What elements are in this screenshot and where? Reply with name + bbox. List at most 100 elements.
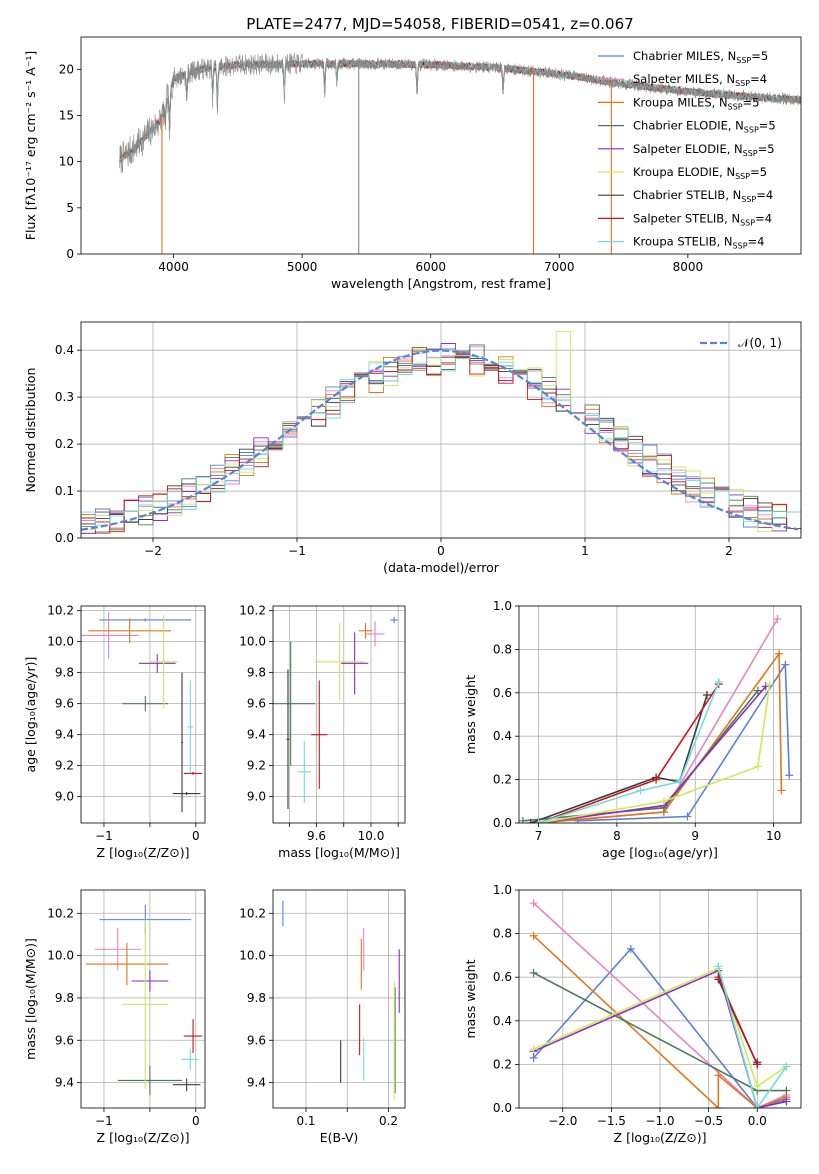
x-tick-label: 0.2 bbox=[379, 1114, 398, 1128]
data-spectrum-line bbox=[119, 52, 801, 174]
y-tick-label: 0 bbox=[66, 247, 74, 261]
series-line-chabrier-stelib bbox=[530, 694, 708, 823]
x-tick-label: 0.1 bbox=[296, 1114, 315, 1128]
y-tick-label: 0.8 bbox=[493, 642, 512, 656]
plot-area bbox=[119, 52, 801, 254]
x-axis-label: Z [log₁₀(Z/Z⊙)] bbox=[614, 1130, 707, 1145]
point-marker-chabrier-stelib bbox=[703, 690, 711, 699]
legend-rest: =4 bbox=[750, 72, 767, 86]
point-marker-kroupa-miles bbox=[714, 1071, 723, 1080]
y-axis-label: age [log₁₀(age/yr)] bbox=[23, 657, 38, 773]
point-marker-salpeter-elodie bbox=[782, 1097, 791, 1106]
y-axis-label: Normed distribution bbox=[23, 368, 38, 493]
x-tick-label: 5000 bbox=[287, 260, 318, 274]
y-tick-label: 10.2 bbox=[47, 906, 74, 920]
point-marker-kroupa-elodie bbox=[753, 762, 762, 771]
x-tick-label: 0.0 bbox=[748, 1114, 767, 1128]
y-tick-label: 10.0 bbox=[47, 949, 74, 963]
point-marker-kroupa-elodie bbox=[659, 797, 668, 806]
y-tick-label: 9.4 bbox=[55, 728, 74, 742]
x-tick-label: 0 bbox=[192, 829, 200, 843]
series-line-kroupa-stelib bbox=[538, 681, 720, 823]
y-tick-label: 9.2 bbox=[247, 759, 266, 773]
point-marker-kroupa-stelib bbox=[753, 1104, 762, 1108]
y-tick-label: 9.8 bbox=[55, 991, 74, 1005]
axis-frame bbox=[80, 605, 206, 824]
legend-subscript: SSP bbox=[736, 56, 751, 65]
axes: −1 0 9.4 9.6 9.8 10.0 10.2 Z [log₁₀(Z/Z⊙)] mass … bbox=[23, 889, 206, 1145]
y-tick-label: 9.6 bbox=[55, 1033, 74, 1047]
y-tick-label: 10.0 bbox=[239, 635, 266, 649]
axis-frame bbox=[80, 889, 206, 1109]
legend-label-chabrier-stelib: Chabrier STELIB, NSSP=4 bbox=[633, 188, 773, 204]
point-marker-salpeter-stelib bbox=[652, 775, 661, 784]
point-marker-kroupa-stelib bbox=[675, 777, 684, 786]
x-tick-label: 9.6 bbox=[307, 829, 326, 843]
axis-frame bbox=[272, 605, 406, 824]
chart-spectrum: 4000 5000 6000 7000 8000 0 5 10 15 20 wavelength [… bbox=[23, 36, 802, 291]
plot-area bbox=[273, 616, 399, 810]
plot-area bbox=[81, 330, 801, 534]
axes: 0.1 0.2 9.4 9.6 9.8 10.0 10.2 E(B-V) bbox=[239, 889, 406, 1145]
x-tick-label: 9 bbox=[691, 829, 699, 843]
axis-frame bbox=[518, 605, 802, 824]
y-axis-label: mass weight bbox=[463, 675, 478, 754]
series-line-kroupa-elodie bbox=[538, 683, 771, 823]
legend-rest: =5 bbox=[758, 142, 775, 156]
axis-frame bbox=[272, 889, 406, 1109]
x-axis-label: wavelength [Angstrom, rest frame] bbox=[331, 276, 551, 291]
y-tick-label: 0.4 bbox=[493, 729, 512, 743]
point-marker-salpeter-stelib bbox=[753, 1060, 762, 1069]
y-tick-label: 0.4 bbox=[493, 1014, 512, 1028]
legend-label-salpeter-stelib: Salpeter STELIB, NSSP=4 bbox=[633, 211, 772, 227]
series-line-salpeter-elodie bbox=[538, 685, 767, 823]
chart-age-vs-mass: 9.6 10.0 9.0 9.2 9.4 9.6 9.8 10.0 10.2 mass [log₁… bbox=[239, 604, 406, 860]
x-axis-label: Z [log₁₀(Z/Z⊙)] bbox=[97, 845, 190, 860]
legend-subscript: SSP bbox=[743, 149, 758, 158]
plot-area bbox=[529, 899, 791, 1108]
y-tick-label: 1.0 bbox=[493, 599, 512, 613]
plot-area bbox=[85, 904, 203, 1096]
plot-area bbox=[282, 900, 400, 1100]
x-tick-label: 1 bbox=[581, 544, 589, 558]
series-line-kroupa-elodie bbox=[533, 967, 787, 1088]
x-tick-label: 8 bbox=[613, 829, 621, 843]
point-marker-kroupa-elodie bbox=[753, 1082, 762, 1091]
y-tick-label: 0.4 bbox=[55, 343, 74, 357]
x-tick-label: −1 bbox=[95, 1114, 113, 1128]
y-tick-label: 15 bbox=[59, 108, 74, 122]
point-marker-chabrier-elodie bbox=[519, 816, 527, 823]
x-tick-label: −1 bbox=[95, 829, 113, 843]
y-tick-label: 0.6 bbox=[493, 970, 512, 984]
legend-rest: =5 bbox=[751, 49, 768, 63]
y-tick-label: 9.2 bbox=[55, 759, 74, 773]
point-marker-kroupa-stelib bbox=[714, 962, 723, 971]
x-axis-label: Z [log₁₀(Z/Z⊙)] bbox=[97, 1130, 190, 1145]
point-marker-kroupa-elodie bbox=[765, 680, 774, 689]
legend-subscript: SSP bbox=[735, 172, 750, 181]
x-tick-label: 0 bbox=[192, 1114, 200, 1128]
y-tick-label: 9.6 bbox=[55, 697, 74, 711]
legend-rest: =4 bbox=[755, 211, 772, 225]
y-axis-label: mass weight bbox=[463, 959, 478, 1038]
histogram-salpeter-stelib bbox=[81, 347, 801, 533]
y-tick-label: 10.2 bbox=[239, 906, 266, 920]
y-tick-label: 0.2 bbox=[493, 773, 512, 787]
x-axis-label: age [log₁₀(age/yr)] bbox=[602, 845, 718, 860]
axis-frame bbox=[80, 36, 802, 255]
y-axis-label: mass [log₁₀(M/M⊙)] bbox=[23, 938, 38, 1060]
axes: 9.6 10.0 9.0 9.2 9.4 9.6 9.8 10.0 10.2 mass [log₁… bbox=[239, 604, 406, 860]
y-tick-label: 0.2 bbox=[493, 1057, 512, 1071]
series-line-kroupa-stelib bbox=[717, 966, 788, 1108]
x-tick-label: −1 bbox=[288, 544, 306, 558]
point-marker-kroupa-miles bbox=[775, 649, 784, 658]
point-marker-kroupa-miles bbox=[777, 786, 786, 795]
grid bbox=[81, 606, 205, 823]
y-tick-label: 9.8 bbox=[247, 991, 266, 1005]
y-tick-label: 0.6 bbox=[493, 686, 512, 700]
point-marker-kroupa-stelib bbox=[782, 1062, 791, 1071]
point-marker-kroupa-stelib bbox=[714, 677, 723, 686]
y-tick-label: 9.4 bbox=[247, 728, 266, 742]
legend-rest: =5 bbox=[743, 95, 760, 109]
y-tick-label: 0.2 bbox=[55, 437, 74, 451]
